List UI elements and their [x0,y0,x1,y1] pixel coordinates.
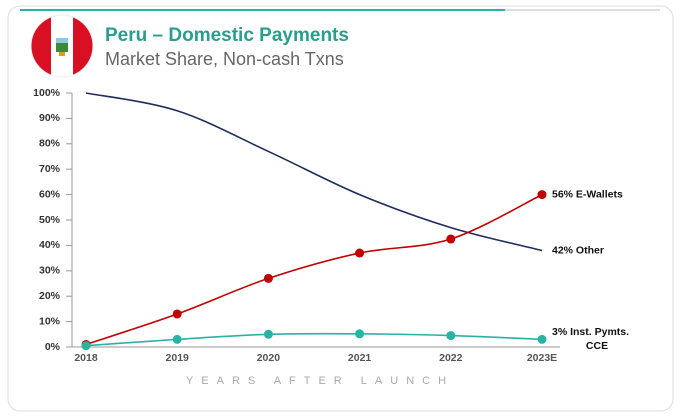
point [172,309,182,319]
y-tick-label: 30% [39,265,61,277]
point [81,341,91,351]
point [537,334,547,344]
y-tick-label: 80% [39,138,61,150]
chart-subtitle: Market Share, Non-cash Txns [105,49,344,69]
x-tick-label: 2023E [527,352,557,364]
annotation: 42% Other [552,244,604,256]
y-tick-label: 0% [45,341,61,353]
y-tick-label: 10% [39,315,61,327]
flag [30,14,94,78]
y-tick-label: 50% [39,214,61,226]
point [537,190,547,200]
x-tick-label: 2020 [257,352,281,364]
x-tick-label: 2019 [166,352,190,364]
y-tick-label: 20% [39,290,61,302]
annotation: 56% E-Wallets [552,188,623,200]
x-tick-label: 2018 [74,352,98,364]
series-line [85,332,543,347]
y-tick-label: 60% [39,188,61,200]
x-axis-label: YEARS AFTER LAUNCH [186,375,454,387]
point [355,248,365,258]
x-tick-label: 2021 [348,352,372,364]
point [446,234,456,244]
y-tick-label: 100% [33,87,61,99]
annotation: 3% Inst. Pymts. [552,326,629,338]
chart-title: Peru – Domestic Payments [105,25,349,46]
point [263,273,273,283]
x-tick-label: 2022 [439,352,463,364]
y-tick-label: 40% [39,239,61,251]
point [263,329,273,339]
series-line [85,193,543,346]
point [355,329,365,339]
point [446,331,456,341]
annotation: CCE [586,340,608,352]
frame [7,5,674,412]
series-line [85,92,543,252]
y-tick-label: 90% [39,112,61,124]
y-tick-label: 70% [39,163,61,175]
point [172,334,182,344]
